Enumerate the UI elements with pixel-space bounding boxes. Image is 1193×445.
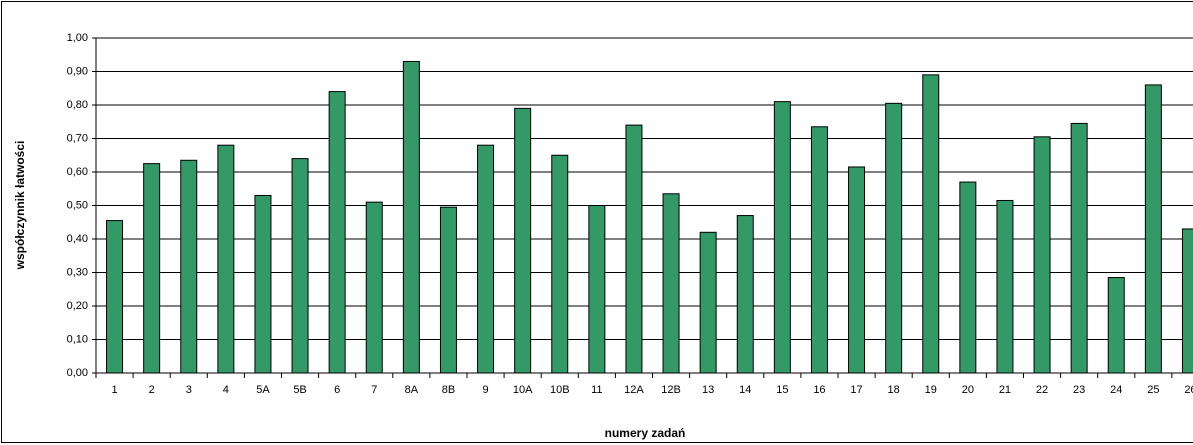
y-tick-label: 0,90	[67, 65, 88, 77]
x-tick-label: 18	[888, 384, 900, 396]
bar	[1070, 122, 1088, 374]
bar	[291, 158, 309, 374]
x-tick-label: 10B	[550, 384, 570, 396]
bar	[885, 102, 903, 374]
bar	[143, 163, 161, 374]
y-tick-label: 0,10	[67, 333, 88, 345]
y-tick-label: 0,20	[67, 300, 88, 312]
y-tick-label: 0,60	[67, 166, 88, 178]
y-axis-title: współczynnik łatwości	[13, 141, 27, 271]
x-tick-label: 13	[702, 384, 714, 396]
bar	[328, 91, 346, 374]
bar	[996, 199, 1014, 374]
bar	[217, 144, 235, 374]
x-tick-label: 8B	[442, 384, 455, 396]
x-tick-label: 10A	[513, 384, 533, 396]
x-tick-label: 19	[925, 384, 937, 396]
bar	[551, 154, 569, 374]
bar	[848, 166, 866, 374]
x-tick-label: 21	[999, 384, 1011, 396]
x-tick-label: 25	[1147, 384, 1159, 396]
bar	[439, 206, 457, 374]
bar	[254, 194, 272, 374]
x-tick-label: 9	[482, 384, 488, 396]
x-tick-label: 14	[739, 384, 751, 396]
y-tick-label: 0,70	[67, 132, 88, 144]
x-tick-label: 26	[1184, 384, 1193, 396]
bar	[810, 126, 828, 374]
x-tick-label: 2	[149, 384, 155, 396]
x-tick-label: 11	[591, 384, 602, 396]
x-tick-label: 1	[111, 384, 117, 396]
y-tick-label: 0,80	[67, 99, 88, 111]
x-tick-label: 5A	[256, 384, 270, 396]
y-tick-label: 0,00	[67, 367, 88, 379]
x-tick-label: 12B	[661, 384, 681, 396]
y-tick-label: 0,50	[67, 199, 88, 211]
bar	[699, 231, 717, 374]
x-tick-label: 17	[850, 384, 862, 396]
bar	[180, 159, 198, 374]
x-tick-label: 6	[334, 384, 340, 396]
x-tick-label: 22	[1036, 384, 1048, 396]
x-tick-label: 24	[1110, 384, 1122, 396]
x-tick-label: 20	[962, 384, 974, 396]
bar	[514, 107, 532, 374]
x-tick-label: 15	[776, 384, 788, 396]
bar	[365, 201, 383, 374]
x-tick-label: 3	[186, 384, 192, 396]
bar	[1033, 136, 1051, 374]
bar	[625, 124, 643, 374]
x-tick-label: 7	[371, 384, 377, 396]
y-tick-label: 0,40	[67, 233, 88, 245]
x-tick-label: 4	[223, 384, 229, 396]
bar	[588, 205, 606, 374]
bar	[736, 215, 754, 374]
x-tick-label: 23	[1073, 384, 1085, 396]
x-tick-label: 12A	[624, 384, 644, 396]
bar	[773, 101, 791, 374]
x-tick-label: 16	[813, 384, 825, 396]
x-tick-label: 8A	[405, 384, 419, 396]
bar	[959, 181, 977, 374]
bar	[402, 60, 420, 374]
y-tick-label: 1,00	[67, 32, 88, 44]
bar	[662, 193, 680, 374]
bar	[106, 220, 124, 374]
x-axis-title: numery zadań	[605, 426, 686, 440]
bar	[1107, 277, 1125, 374]
x-tick-label: 5B	[293, 384, 306, 396]
bar	[477, 144, 495, 374]
bar	[922, 74, 940, 374]
bar	[1144, 84, 1162, 374]
y-tick-label: 0,30	[67, 266, 88, 278]
bar	[1181, 228, 1193, 374]
